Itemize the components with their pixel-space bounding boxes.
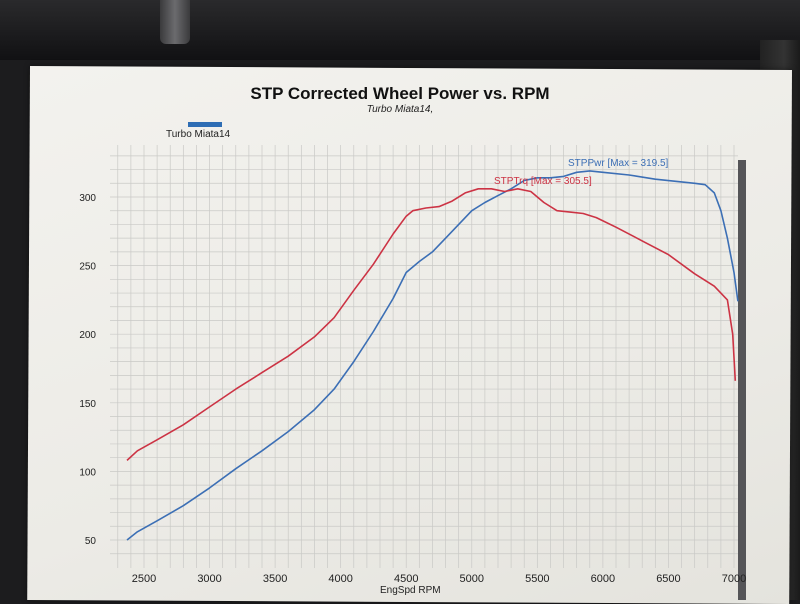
paper-edge-shadow [738, 160, 746, 600]
x-tick-label: 3500 [263, 573, 287, 585]
chart-title: STP Corrected Wheel Power vs. RPM [250, 84, 550, 103]
x-tick-label: 6500 [656, 573, 680, 585]
x-tick-label: 4000 [328, 573, 352, 585]
x-tick-label: 5000 [460, 573, 484, 585]
legend: Turbo Miata14 [166, 122, 230, 140]
series-line-stppwr [126, 170, 739, 541]
chart-subtitle: Turbo Miata14, [366, 104, 434, 115]
y-tick-label: 300 [79, 193, 96, 204]
x-tick-label: 3000 [197, 573, 221, 585]
x-tick-label: 4500 [394, 573, 418, 585]
x-axis-label: EngSpd RPM [380, 585, 441, 596]
x-tick-label: 2500 [132, 573, 156, 585]
annotation-stppwr: STPPwr [Max = 319.5] [568, 158, 669, 169]
y-tick-label: 100 [79, 467, 96, 478]
legend-label: Turbo Miata14 [166, 129, 231, 140]
x-tick-label: 7000 [722, 573, 746, 585]
series-line-stptrq [126, 188, 737, 461]
background-knob [160, 0, 190, 44]
x-tick-label: 6000 [591, 573, 615, 585]
background-top [0, 0, 800, 60]
y-tick-label: 150 [79, 399, 96, 410]
x-tick-label: 5500 [525, 573, 549, 585]
legend-swatch [188, 122, 222, 127]
annotation-stptrq: STPTrq [Max = 305.5] [494, 176, 592, 187]
y-tick-label: 200 [79, 330, 96, 341]
y-tick-label: 250 [79, 262, 96, 273]
y-tick-label: 50 [85, 536, 97, 547]
